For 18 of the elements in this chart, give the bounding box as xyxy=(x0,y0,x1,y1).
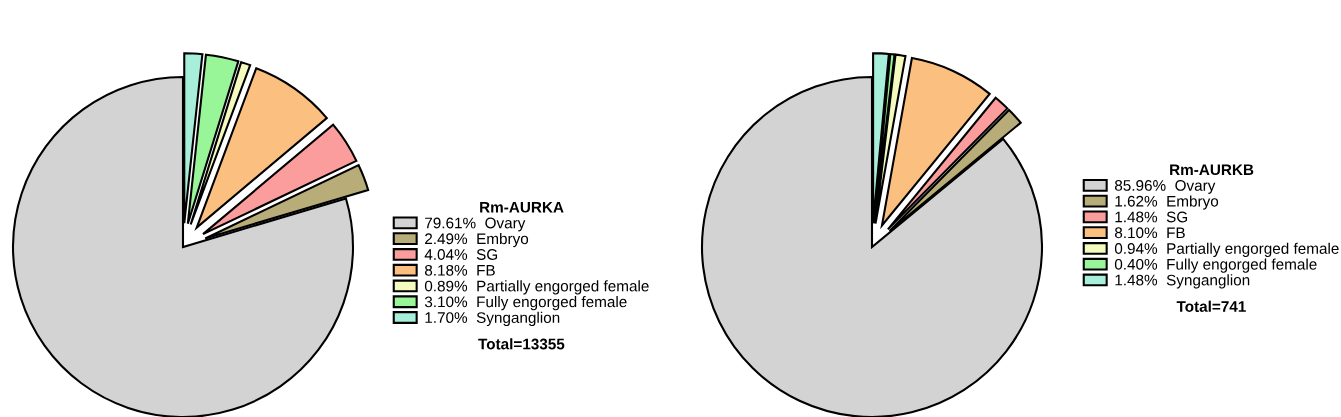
legend-label: 1.48% SG xyxy=(1115,211,1188,223)
legend-label: 0.40% Fully engorged female xyxy=(1114,258,1317,273)
legend-label: 85.96% Ovary xyxy=(1114,180,1216,194)
legend-label: 1.48% Synganglion xyxy=(1115,274,1250,289)
legend-label: 8.10% FB xyxy=(1114,227,1185,239)
legend-title: Rm-AURKB xyxy=(1170,164,1254,176)
legend-label: 4.04% SG xyxy=(424,249,498,260)
legend-label: 1.70% Synganglion xyxy=(425,311,560,327)
text: Total=13355 xyxy=(478,338,565,350)
legend-label: 2.49% Embryo xyxy=(425,232,529,248)
legend-label: 79.61% Ovary xyxy=(425,217,526,232)
legend-label: 0.89% Partially engorged female xyxy=(424,280,649,295)
text: Total=741 xyxy=(1176,300,1246,312)
legend-title: Rm-AURKA xyxy=(480,201,564,213)
legend-label: 3.10% Fully engorged female xyxy=(424,296,627,311)
legend-label: 0.94% Partially engorged female xyxy=(1114,242,1339,257)
legend-label: 8.18% FB xyxy=(424,264,495,276)
legend-label: 1.62% Embryo xyxy=(1115,195,1219,210)
